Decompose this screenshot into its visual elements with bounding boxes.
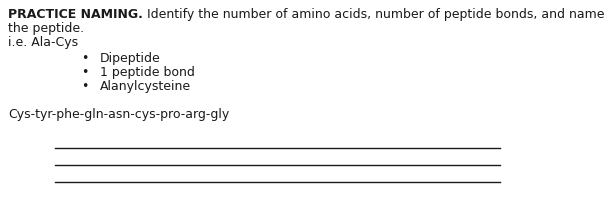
Text: the peptide.: the peptide.: [8, 22, 84, 35]
Text: i.e. Ala-Cys: i.e. Ala-Cys: [8, 36, 78, 49]
Text: •: •: [81, 52, 89, 65]
Text: Dipeptide: Dipeptide: [100, 52, 161, 65]
Text: PRACTICE NAMING.: PRACTICE NAMING.: [8, 8, 143, 21]
Text: •: •: [81, 66, 89, 79]
Text: •: •: [81, 80, 89, 93]
Text: Identify the number of amino acids, number of peptide bonds, and name: Identify the number of amino acids, numb…: [143, 8, 605, 21]
Text: Cys-tyr-phe-gln-asn-cys-pro-arg-gly: Cys-tyr-phe-gln-asn-cys-pro-arg-gly: [8, 108, 229, 121]
Text: 1 peptide bond: 1 peptide bond: [100, 66, 195, 79]
Text: Alanylcysteine: Alanylcysteine: [100, 80, 191, 93]
